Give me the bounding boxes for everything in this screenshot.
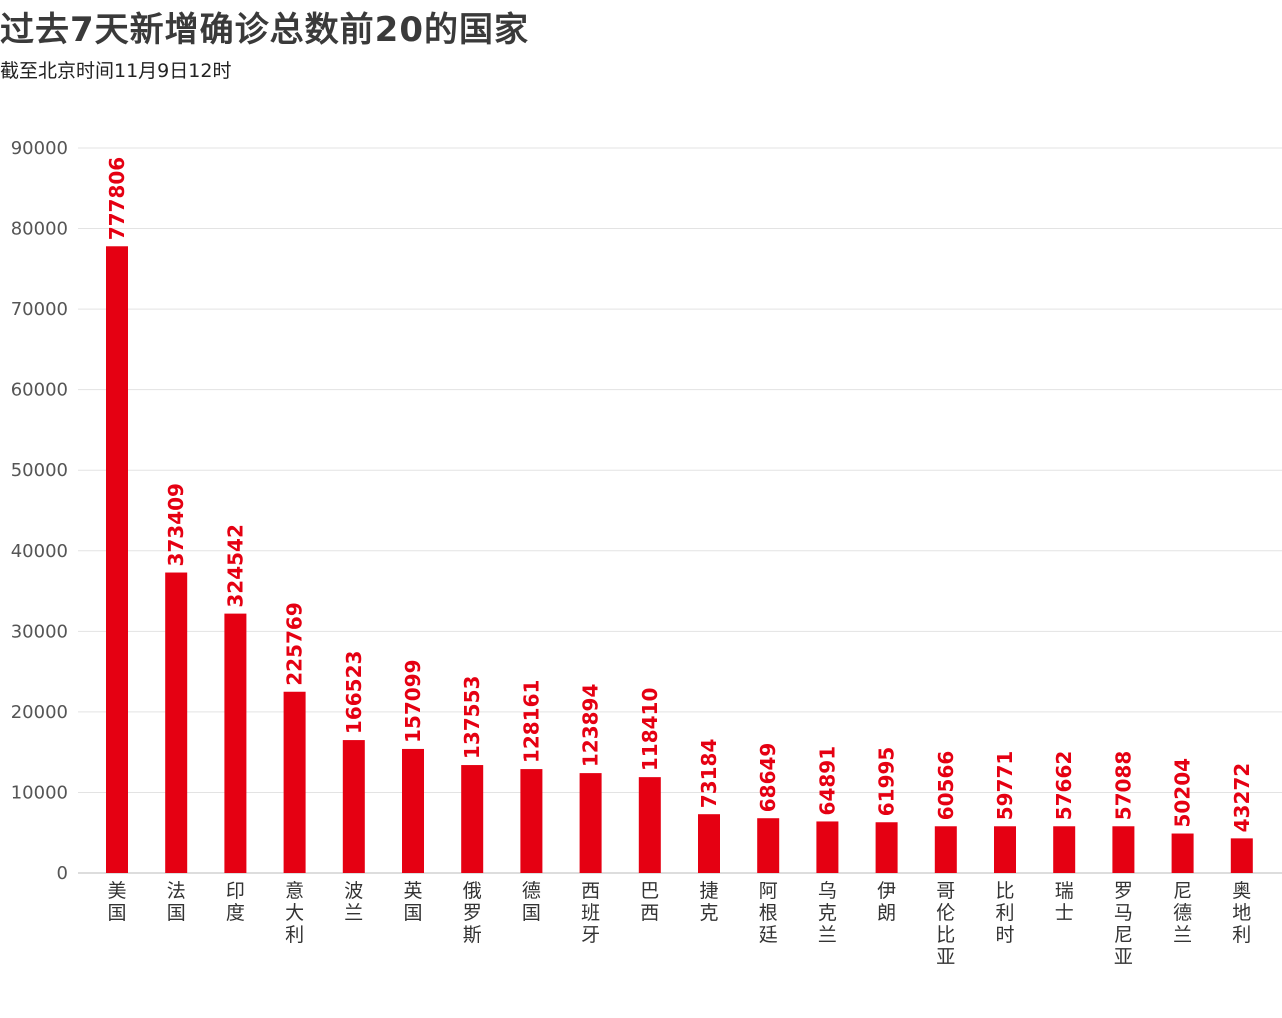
x-tick-label: 奥地利 <box>1232 880 1251 946</box>
x-tick-label: 波兰 <box>344 880 363 924</box>
y-tick-label: 30000 <box>11 621 68 642</box>
y-tick-label: 20000 <box>11 702 68 723</box>
x-tick-label: 哥伦比亚 <box>936 880 955 968</box>
x-tick-label: 美国 <box>107 880 126 924</box>
data-label: 60566 <box>934 751 958 821</box>
y-tick-label: 40000 <box>11 541 68 562</box>
bar <box>283 691 306 873</box>
x-tick-label: 乌克兰 <box>818 880 837 946</box>
data-label: 157099 <box>401 659 425 743</box>
data-label: 64891 <box>815 746 839 816</box>
bar <box>106 246 128 873</box>
bar <box>1230 838 1253 873</box>
y-tick-label: 50000 <box>11 460 68 481</box>
chart-title: 过去7天新增确诊总数前20的国家 <box>0 10 529 50</box>
data-label: 137553 <box>460 676 484 760</box>
y-tick-label: 70000 <box>11 299 68 320</box>
data-label: 59771 <box>993 751 1017 821</box>
y-axis: 0 10000 20000 30000 40000 50000 60000 70000 8000… <box>11 138 68 884</box>
y-tick-label: 0 <box>57 863 68 884</box>
data-label: 50204 <box>1171 758 1195 828</box>
x-tick-label: 俄罗斯 <box>463 880 482 946</box>
data-label: 43272 <box>1230 763 1254 833</box>
data-label: 57088 <box>1111 751 1135 821</box>
data-label: 166523 <box>342 651 366 735</box>
data-label: 123894 <box>579 684 603 768</box>
x-tick-label: 瑞士 <box>1055 880 1074 924</box>
bar <box>638 777 661 873</box>
bar <box>402 748 424 873</box>
bar <box>1053 826 1076 873</box>
bar <box>342 740 365 873</box>
data-label: 57662 <box>1052 751 1076 821</box>
bar <box>224 613 247 873</box>
bar <box>579 773 602 873</box>
x-tick-label: 巴西 <box>640 880 659 924</box>
y-tick-label: 60000 <box>11 380 68 401</box>
x-tick-label: 意大利 <box>285 880 304 946</box>
bar <box>1112 826 1135 873</box>
x-tick-label: 德国 <box>522 880 541 924</box>
x-tick-label: 伊朗 <box>877 880 896 924</box>
x-tick-label: 捷克 <box>699 880 718 924</box>
bar <box>757 818 780 873</box>
y-tick-label: 90000 <box>11 138 68 159</box>
x-tick-label: 尼德兰 <box>1173 880 1192 946</box>
bar <box>816 821 839 873</box>
data-label: 373409 <box>164 483 188 567</box>
x-tick-label: 印度 <box>226 880 245 924</box>
bar <box>875 822 898 873</box>
x-tick-label: 比利时 <box>995 880 1014 946</box>
data-label: 128161 <box>519 680 543 764</box>
chart-subtitle: 截至北京时间11月9日12时 <box>0 60 232 82</box>
y-tick-label: 10000 <box>11 782 68 803</box>
x-tick-label: 西班牙 <box>581 880 600 946</box>
bar <box>520 769 543 873</box>
x-tick-label: 英国 <box>403 880 422 924</box>
bar <box>165 572 188 873</box>
x-tick-label: 阿根廷 <box>759 880 778 946</box>
bar <box>461 765 484 873</box>
x-tick-label: 罗马尼亚 <box>1114 880 1133 968</box>
bar <box>934 826 957 873</box>
y-tick-label: 80000 <box>11 219 68 240</box>
x-tick-label: 法国 <box>167 880 186 924</box>
bar <box>698 814 720 873</box>
grid-lines <box>78 147 1282 874</box>
bar <box>1171 833 1194 873</box>
data-label: 68649 <box>756 743 780 813</box>
data-label: 118410 <box>638 688 662 772</box>
data-label: 61995 <box>875 747 899 817</box>
data-label: 324542 <box>223 524 247 608</box>
data-label: 777806 <box>105 157 129 241</box>
data-label: 225769 <box>283 602 307 686</box>
data-labels: 777806 373409 324542 225769 166523 157099 1375… <box>105 157 1254 833</box>
bars <box>106 246 1253 873</box>
data-label: 73184 <box>697 739 721 809</box>
bar <box>994 826 1016 873</box>
